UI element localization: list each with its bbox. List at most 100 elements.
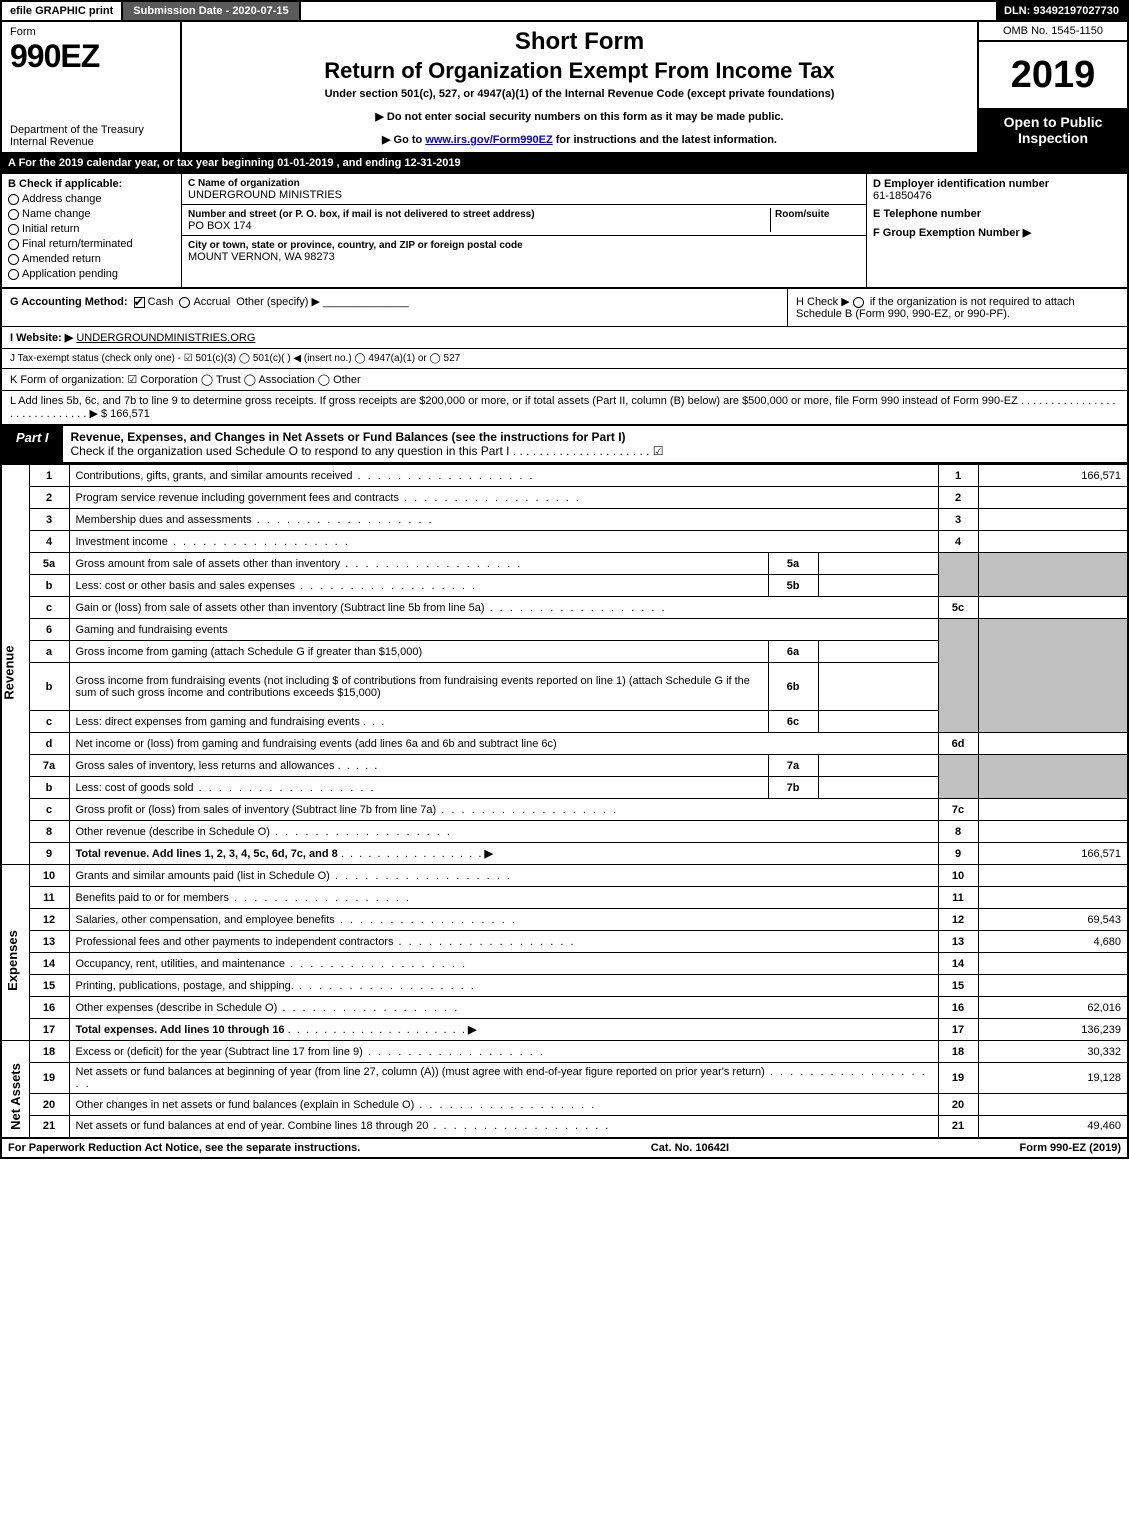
netassets-side-label: Net Assets (1, 1041, 29, 1138)
table-row: 7a Gross sales of inventory, less return… (1, 755, 1128, 777)
table-row: 21 Net assets or fund balances at end of… (1, 1116, 1128, 1138)
irs-link[interactable]: www.irs.gov/Form990EZ (425, 134, 552, 146)
header-right: OMB No. 1545-1150 2019 Open to Public In… (977, 22, 1127, 152)
group-exemption-block: F Group Exemption Number ▶ (873, 226, 1121, 239)
table-row: 15 Printing, publications, postage, and … (1, 975, 1128, 997)
accrual-label: Accrual (193, 296, 230, 308)
form-of-organization: K Form of organization: ☑ Corporation ◯ … (0, 369, 1129, 391)
return-title: Return of Organization Exempt From Incom… (192, 58, 967, 84)
table-row: 19 Net assets or fund balances at beginn… (1, 1063, 1128, 1094)
table-row: 6 Gaming and fundraising events (1, 619, 1128, 641)
under-section: Under section 501(c), 527, or 4947(a)(1)… (192, 88, 967, 100)
chk-name-change: Name change (8, 208, 175, 220)
chk-address-change: Address change (8, 193, 175, 205)
tax-year: 2019 (979, 42, 1127, 108)
section-b: B Check if applicable: Address change Na… (2, 174, 182, 287)
table-row: 12 Salaries, other compensation, and emp… (1, 909, 1128, 931)
note-ssn: ▶ Do not enter social security numbers o… (192, 110, 967, 123)
h-checkbox (853, 297, 864, 308)
part1-title: Revenue, Expenses, and Changes in Net As… (71, 430, 626, 444)
l-text: L Add lines 5b, 6c, and 7b to line 9 to … (10, 395, 1116, 420)
table-row: 4 Investment income 4 (1, 531, 1128, 553)
city-value: MOUNT VERNON, WA 98273 (188, 251, 335, 263)
table-row: 3 Membership dues and assessments 3 (1, 509, 1128, 531)
note2-post: for instructions and the latest informat… (553, 134, 777, 146)
address-label: Number and street (or P. O. box, if mail… (188, 209, 535, 220)
short-form-title: Short Form (192, 28, 967, 56)
footer-left: For Paperwork Reduction Act Notice, see … (8, 1142, 360, 1154)
header-left: Form 990EZ Department of the Treasury In… (2, 22, 182, 152)
table-row: c Gross profit or (loss) from sales of i… (1, 799, 1128, 821)
table-row: Revenue 1 Contributions, gifts, grants, … (1, 465, 1128, 487)
table-row: Net Assets 18 Excess or (deficit) for th… (1, 1041, 1128, 1063)
table-row: 9 Total revenue. Add lines 1, 2, 3, 4, 5… (1, 843, 1128, 865)
cash-checkbox (134, 297, 145, 308)
group-exemption-label: F Group Exemption Number ▶ (873, 227, 1031, 239)
gross-receipts-line: L Add lines 5b, 6c, and 7b to line 9 to … (0, 391, 1129, 425)
table-row: 20 Other changes in net assets or fund b… (1, 1094, 1128, 1116)
section-def: D Employer identification number 61-1850… (867, 174, 1127, 287)
org-name-label: C Name of organization (188, 178, 300, 189)
gh-row: G Accounting Method: Cash Accrual Other … (0, 289, 1129, 327)
footer-form-ref: Form 990-EZ (2019) (1020, 1142, 1121, 1154)
room-suite-label: Room/suite (775, 209, 829, 220)
h-schedule-b: H Check ▶ if the organization is not req… (787, 289, 1127, 326)
accrual-radio (179, 297, 190, 308)
omb-number: OMB No. 1545-1150 (979, 22, 1127, 42)
l-amount: 166,571 (110, 408, 150, 420)
top-bar: efile GRAPHIC print Submission Date - 20… (0, 0, 1129, 22)
expenses-side-label: Expenses (1, 865, 29, 1041)
department-label: Department of the Treasury Internal Reve… (10, 124, 172, 148)
phone-block: E Telephone number (873, 208, 1121, 220)
note2-pre: ▶ Go to (382, 134, 425, 146)
table-row: 11 Benefits paid to or for members 11 (1, 887, 1128, 909)
footer-cat-no: Cat. No. 10642I (651, 1142, 729, 1154)
table-row: c Gain or (loss) from sale of assets oth… (1, 597, 1128, 619)
ein-label: D Employer identification number (873, 178, 1049, 190)
tax-exempt-status: J Tax-exempt status (check only one) - ☑… (0, 349, 1129, 369)
page-footer: For Paperwork Reduction Act Notice, see … (0, 1139, 1129, 1159)
chk-application-pending: Application pending (8, 268, 175, 280)
part1-title-block: Revenue, Expenses, and Changes in Net As… (63, 426, 1127, 462)
cash-label: Cash (148, 296, 174, 308)
phone-label: E Telephone number (873, 208, 981, 220)
table-row: 14 Occupancy, rent, utilities, and maint… (1, 953, 1128, 975)
table-row: 2 Program service revenue including gove… (1, 487, 1128, 509)
revenue-side-label: Revenue (1, 465, 29, 865)
open-public-badge: Open to Public Inspection (979, 108, 1127, 152)
city-row: City or town, state or province, country… (182, 236, 866, 266)
city-label: City or town, state or province, country… (188, 240, 523, 251)
other-specify-label: Other (specify) ▶ (236, 296, 320, 308)
submission-date: Submission Date - 2020-07-15 (123, 2, 300, 20)
table-row: 17 Total expenses. Add lines 10 through … (1, 1019, 1128, 1041)
form-number: 990EZ (10, 38, 172, 75)
website-value: UNDERGROUNDMINISTRIES.ORG (76, 332, 255, 344)
form-label: Form (10, 26, 172, 38)
address-row: Number and street (or P. O. box, if mail… (182, 205, 866, 236)
irs-text: Internal Revenue (10, 136, 94, 148)
table-row: d Net income or (loss) from gaming and f… (1, 733, 1128, 755)
header-middle: Short Form Return of Organization Exempt… (182, 22, 977, 152)
ein-value: 61-1850476 (873, 190, 932, 202)
form-header: Form 990EZ Department of the Treasury In… (0, 22, 1129, 154)
org-name-row: C Name of organization UNDERGROUND MINIS… (182, 174, 866, 205)
section-b-title: B Check if applicable: (8, 178, 175, 190)
part1-subtitle: Check if the organization used Schedule … (71, 444, 664, 458)
table-row: 16 Other expenses (describe in Schedule … (1, 997, 1128, 1019)
g-label: G Accounting Method: (10, 296, 128, 308)
part1-tab: Part I (2, 426, 63, 462)
table-row: 5a Gross amount from sale of assets othe… (1, 553, 1128, 575)
identity-row: B Check if applicable: Address change Na… (0, 174, 1129, 289)
efile-label: efile GRAPHIC print (2, 2, 123, 20)
h-pre: H Check ▶ (796, 296, 853, 308)
ein-block: D Employer identification number 61-1850… (873, 178, 1121, 202)
chk-final-return: Final return/terminated (8, 238, 175, 250)
address-value: PO BOX 174 (188, 220, 252, 232)
part1-header: Part I Revenue, Expenses, and Changes in… (0, 425, 1129, 464)
section-c: C Name of organization UNDERGROUND MINIS… (182, 174, 867, 287)
dln-label: DLN: 93492197027730 (996, 2, 1127, 20)
website-label: I Website: ▶ (10, 332, 73, 344)
table-row: 13 Professional fees and other payments … (1, 931, 1128, 953)
part1-table: Revenue 1 Contributions, gifts, grants, … (0, 464, 1129, 1139)
dept-text: Department of the Treasury (10, 124, 144, 136)
